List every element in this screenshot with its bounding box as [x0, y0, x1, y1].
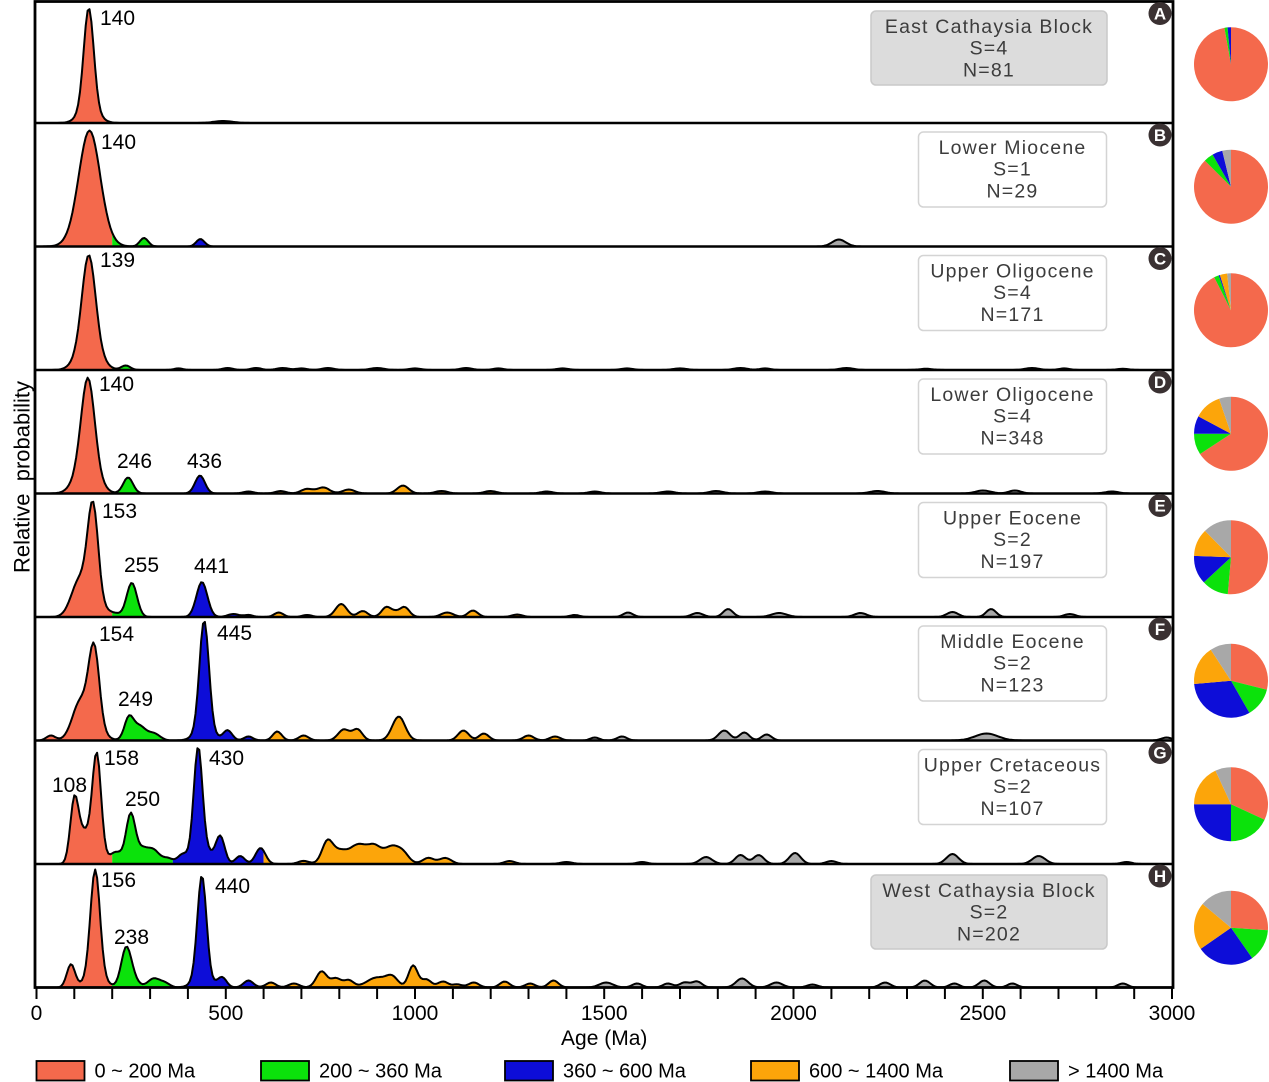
- svg-text:3000: 3000: [1149, 1002, 1196, 1025]
- svg-text:139: 139: [100, 249, 135, 272]
- svg-text:1500: 1500: [581, 1002, 628, 1025]
- svg-text:S=2: S=2: [970, 902, 1009, 924]
- svg-text:108: 108: [52, 774, 87, 797]
- svg-text:S=4: S=4: [970, 38, 1009, 60]
- svg-text:Middle Eocene: Middle Eocene: [940, 631, 1085, 653]
- svg-text:Relative probability: Relative probability: [10, 381, 35, 573]
- svg-text:Lower Miocene: Lower Miocene: [939, 137, 1087, 159]
- svg-text:E: E: [1154, 497, 1165, 516]
- svg-text:154: 154: [99, 623, 134, 646]
- svg-text:S=2: S=2: [993, 776, 1032, 798]
- svg-text:S=2: S=2: [993, 529, 1032, 551]
- svg-text:Upper Cretaceous: Upper Cretaceous: [924, 755, 1101, 777]
- svg-text:Age (Ma): Age (Ma): [561, 1027, 647, 1050]
- svg-text:N=81: N=81: [963, 59, 1015, 81]
- svg-text:140: 140: [100, 7, 135, 30]
- svg-text:200 ~ 360 Ma: 200 ~ 360 Ma: [319, 1061, 443, 1082]
- svg-text:246: 246: [117, 450, 152, 473]
- svg-text:440: 440: [215, 875, 250, 898]
- svg-text:B: B: [1154, 126, 1166, 145]
- svg-text:2000: 2000: [770, 1002, 817, 1025]
- svg-text:D: D: [1154, 373, 1166, 392]
- svg-text:140: 140: [99, 373, 134, 396]
- svg-text:N=107: N=107: [980, 798, 1044, 820]
- svg-text:445: 445: [217, 622, 252, 645]
- svg-text:255: 255: [124, 554, 159, 577]
- svg-text:East Cathaysia Block: East Cathaysia Block: [885, 16, 1093, 38]
- svg-text:Upper Eocene: Upper Eocene: [943, 508, 1082, 530]
- svg-text:West Cathaysia Block: West Cathaysia Block: [882, 880, 1095, 902]
- svg-text:158: 158: [104, 747, 139, 770]
- svg-text:0: 0: [31, 1002, 43, 1025]
- svg-text:A: A: [1154, 5, 1166, 24]
- svg-text:N=202: N=202: [957, 923, 1021, 945]
- svg-text:S=2: S=2: [993, 653, 1032, 675]
- svg-text:436: 436: [187, 450, 222, 473]
- svg-text:Upper Oligocene: Upper Oligocene: [930, 261, 1094, 283]
- svg-text:N=171: N=171: [980, 304, 1044, 326]
- svg-text:S=4: S=4: [993, 406, 1032, 428]
- svg-text:1000: 1000: [392, 1002, 439, 1025]
- svg-text:> 1400 Ma: > 1400 Ma: [1068, 1061, 1164, 1082]
- svg-text:S=4: S=4: [993, 282, 1032, 304]
- svg-text:C: C: [1154, 250, 1166, 269]
- svg-text:249: 249: [118, 688, 153, 711]
- svg-text:N=29: N=29: [987, 180, 1039, 202]
- svg-text:N=123: N=123: [980, 674, 1044, 696]
- svg-text:0 ~ 200 Ma: 0 ~ 200 Ma: [95, 1061, 197, 1082]
- svg-text:140: 140: [101, 131, 136, 154]
- svg-text:238: 238: [114, 926, 149, 949]
- svg-text:156: 156: [101, 869, 136, 892]
- svg-text:360 ~ 600 Ma: 360 ~ 600 Ma: [563, 1061, 687, 1082]
- svg-text:430: 430: [209, 747, 244, 770]
- svg-text:N=348: N=348: [980, 427, 1044, 449]
- svg-text:Lower Oligocene: Lower Oligocene: [930, 384, 1094, 406]
- svg-text:S=1: S=1: [993, 159, 1032, 181]
- svg-text:600 ~ 1400 Ma: 600 ~ 1400 Ma: [809, 1061, 944, 1082]
- svg-text:250: 250: [125, 788, 160, 811]
- svg-text:500: 500: [208, 1002, 243, 1025]
- svg-text:2500: 2500: [959, 1002, 1006, 1025]
- svg-text:F: F: [1155, 620, 1165, 639]
- svg-text:G: G: [1153, 744, 1166, 763]
- svg-text:153: 153: [102, 500, 137, 523]
- svg-text:441: 441: [194, 555, 229, 578]
- svg-text:N=197: N=197: [980, 551, 1044, 573]
- svg-text:H: H: [1154, 867, 1166, 886]
